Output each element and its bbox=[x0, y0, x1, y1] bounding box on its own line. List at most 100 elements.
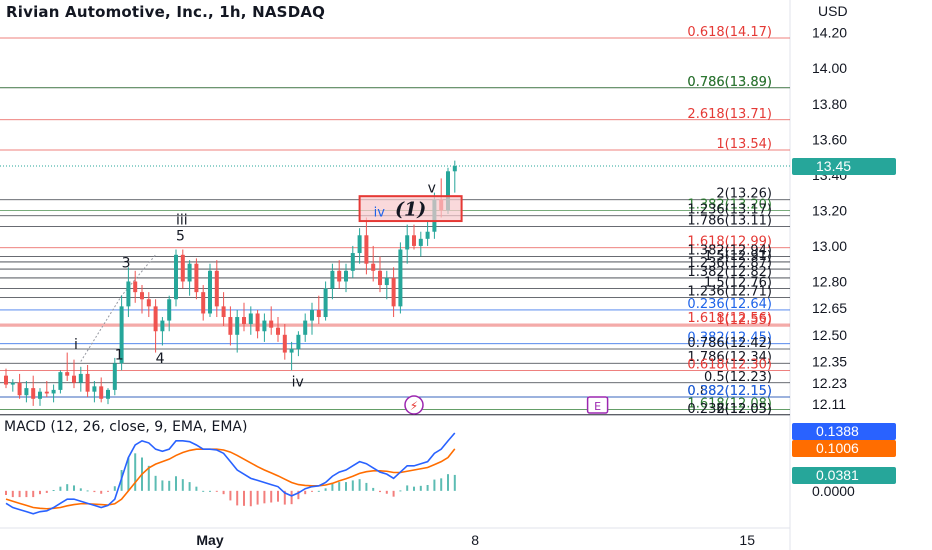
candle-body[interactable] bbox=[65, 372, 70, 376]
candle-body[interactable] bbox=[378, 270, 382, 286]
candle-body[interactable] bbox=[235, 317, 240, 335]
candle-body[interactable] bbox=[160, 320, 165, 332]
macd-histogram-bar bbox=[39, 490, 41, 495]
current-price-badge[interactable] bbox=[792, 157, 896, 175]
macd-signal-line[interactable] bbox=[5, 448, 456, 510]
macd-histogram-bar bbox=[283, 490, 286, 505]
macd-histogram-bar bbox=[66, 484, 69, 491]
fib-level-label: 1.236(13.17) bbox=[687, 203, 772, 218]
candle-body[interactable] bbox=[106, 389, 110, 399]
macd-histogram-bar bbox=[127, 457, 130, 491]
macd-histogram-bar bbox=[419, 485, 422, 491]
macd-histogram-bar bbox=[338, 482, 341, 491]
candle-body[interactable] bbox=[58, 372, 63, 390]
candle-body[interactable] bbox=[174, 254, 178, 300]
macd-histogram-bar bbox=[243, 490, 245, 506]
lightning-icon[interactable] bbox=[404, 395, 424, 415]
fib-level-label: 1.618(12.56) bbox=[687, 311, 772, 326]
wave-box[interactable] bbox=[358, 195, 463, 223]
macd-histogram-bar bbox=[195, 486, 198, 491]
candle-body[interactable] bbox=[92, 386, 97, 392]
candle-body[interactable] bbox=[112, 363, 117, 390]
candle-body[interactable] bbox=[119, 306, 124, 364]
candle-body[interactable] bbox=[153, 306, 158, 332]
candle-body[interactable] bbox=[72, 375, 76, 383]
candle-body[interactable] bbox=[405, 235, 410, 250]
macd-value-badge[interactable] bbox=[792, 440, 896, 457]
fib-level-label: 0.618(14.17) bbox=[687, 25, 772, 40]
candle-body[interactable] bbox=[38, 391, 42, 399]
candle-body[interactable] bbox=[201, 292, 206, 314]
macd-value-badge[interactable] bbox=[792, 467, 896, 484]
candle-body[interactable] bbox=[31, 388, 36, 399]
candle-body[interactable] bbox=[214, 270, 219, 307]
candle-body[interactable] bbox=[384, 277, 389, 286]
candle-body[interactable] bbox=[187, 263, 192, 282]
candle-body[interactable] bbox=[180, 254, 185, 282]
macd-value-badge[interactable] bbox=[792, 423, 896, 440]
candle-body[interactable] bbox=[391, 277, 396, 307]
candle-body[interactable] bbox=[208, 270, 212, 314]
macd-histogram-bar bbox=[297, 490, 300, 500]
candle-body[interactable] bbox=[344, 270, 348, 282]
time-axis-label: May bbox=[196, 532, 223, 548]
macd-histogram-bar bbox=[5, 490, 7, 495]
candle-body[interactable] bbox=[24, 388, 29, 396]
candle-body[interactable] bbox=[262, 320, 267, 332]
candle-body[interactable] bbox=[446, 171, 450, 211]
macd-histogram-bar bbox=[175, 476, 177, 491]
candle-body[interactable] bbox=[452, 165, 457, 172]
candle-body[interactable] bbox=[303, 320, 308, 335]
candle-body[interactable] bbox=[78, 373, 83, 383]
candle-body[interactable] bbox=[44, 391, 49, 394]
candle-body[interactable] bbox=[146, 299, 151, 307]
candle-body[interactable] bbox=[282, 334, 287, 353]
candle-body[interactable] bbox=[167, 299, 172, 321]
candle-body[interactable] bbox=[296, 334, 301, 350]
candle-body[interactable] bbox=[17, 382, 22, 396]
candle-body[interactable] bbox=[51, 389, 56, 394]
wave-path-dotted[interactable] bbox=[80, 254, 156, 362]
candle-body[interactable] bbox=[140, 292, 144, 300]
candle-body[interactable] bbox=[242, 317, 246, 325]
candle-body[interactable] bbox=[133, 281, 138, 293]
candle-body[interactable] bbox=[248, 313, 253, 325]
candle-body[interactable] bbox=[221, 306, 226, 318]
fib-level-label: 0.618(12.30) bbox=[687, 357, 772, 372]
candle-body[interactable] bbox=[316, 309, 321, 318]
wave-label: i bbox=[74, 337, 78, 353]
candle-body[interactable] bbox=[10, 382, 15, 385]
candle-body[interactable] bbox=[350, 253, 355, 271]
fib-level-label: 0.382(12.45) bbox=[687, 331, 772, 346]
candle-body[interactable] bbox=[364, 235, 369, 264]
macd-indicator-label[interactable]: MACD (12, 26, close, 9, EMA, EMA) bbox=[4, 419, 248, 435]
candle-body[interactable] bbox=[228, 317, 233, 335]
candle-body[interactable] bbox=[4, 375, 8, 385]
candle-body[interactable] bbox=[255, 313, 260, 332]
macd-histogram-bar bbox=[249, 490, 252, 507]
candle-body[interactable] bbox=[337, 270, 342, 282]
candle-body[interactable] bbox=[323, 288, 328, 318]
wave-label: 4 bbox=[156, 351, 165, 367]
candle-body[interactable] bbox=[85, 373, 90, 392]
candle-body[interactable] bbox=[194, 263, 199, 293]
candle-body[interactable] bbox=[269, 320, 274, 328]
candle-body[interactable] bbox=[99, 386, 104, 399]
candle-body[interactable] bbox=[126, 281, 131, 307]
candle-body[interactable] bbox=[418, 238, 423, 246]
macd-histogram-bar bbox=[73, 485, 75, 491]
macd-value-label: 0.0381 bbox=[816, 467, 859, 483]
macd-line[interactable] bbox=[5, 432, 456, 515]
candle-body[interactable] bbox=[398, 249, 403, 307]
candle-body[interactable] bbox=[425, 231, 430, 239]
candle-body[interactable] bbox=[330, 270, 335, 289]
candle-body[interactable] bbox=[412, 235, 416, 246]
candle-body[interactable] bbox=[276, 327, 280, 335]
earnings-icon[interactable] bbox=[586, 396, 609, 414]
candle-body[interactable] bbox=[289, 349, 294, 353]
candle-body[interactable] bbox=[357, 235, 362, 254]
candle-body[interactable] bbox=[310, 309, 314, 321]
macd-histogram-bar bbox=[79, 488, 82, 491]
candle-body[interactable] bbox=[371, 263, 376, 271]
